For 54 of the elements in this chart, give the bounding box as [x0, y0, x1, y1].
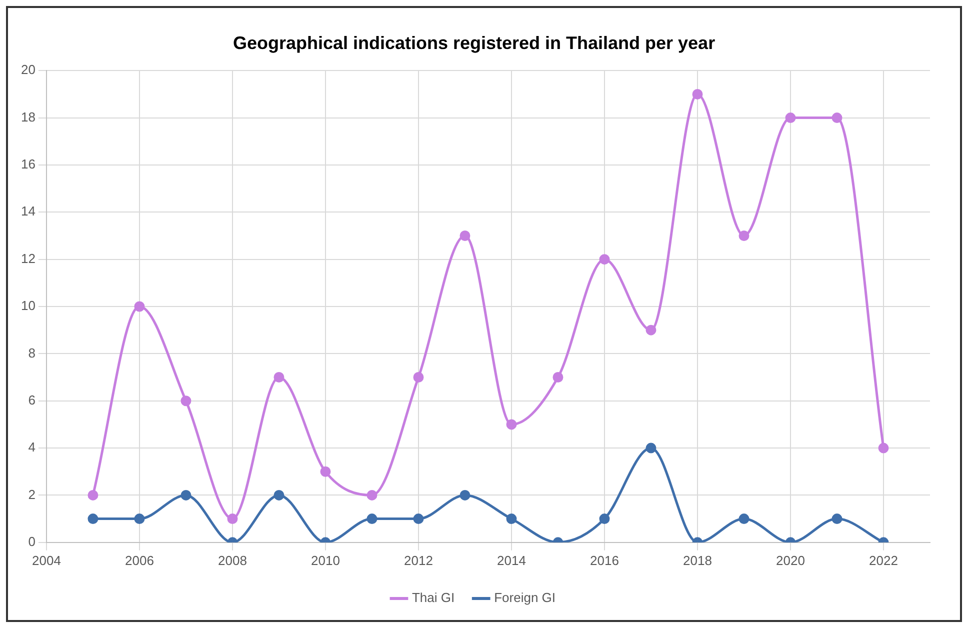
point	[134, 301, 145, 312]
x-tick-label: 2006	[125, 552, 154, 568]
y-tick-label: 8	[28, 345, 36, 360]
point	[552, 372, 564, 383]
point	[646, 442, 656, 454]
point	[506, 419, 517, 430]
point	[274, 372, 284, 383]
point	[646, 324, 656, 336]
point	[599, 254, 610, 265]
point	[692, 88, 703, 100]
point	[878, 442, 889, 454]
legend-label: Thai GI	[412, 590, 455, 606]
point	[738, 514, 750, 524]
point	[460, 490, 470, 500]
y-tick-label: 10	[20, 298, 36, 314]
point	[599, 514, 610, 524]
point	[180, 396, 192, 406]
x-tick-label: 2018	[683, 552, 712, 568]
y-tick-label: 2	[28, 486, 36, 502]
y-tick-label: 6	[28, 392, 36, 408]
chart-title: Geographical indications registered in Thailand per year	[232, 32, 716, 53]
point	[738, 230, 750, 241]
x-tick-label: 2020	[776, 552, 805, 568]
y-tick-label: 14	[20, 204, 36, 219]
point	[413, 372, 424, 383]
legend-label: Foreign GI	[494, 590, 556, 606]
point	[506, 514, 517, 524]
point	[366, 490, 378, 500]
y-tick-label: 12	[20, 250, 36, 266]
point	[366, 514, 378, 524]
y-tick-label: 18	[20, 109, 36, 124]
point	[320, 466, 331, 477]
x-tick-label: 2008	[218, 552, 247, 568]
y-tick-label: 16	[20, 156, 36, 172]
point	[413, 514, 424, 524]
point	[227, 514, 238, 524]
point	[274, 490, 284, 500]
x-tick-label: 2012	[404, 552, 433, 568]
point	[88, 490, 98, 500]
y-tick-label: 4	[28, 440, 36, 455]
x-tick-label: 2004	[32, 552, 61, 568]
y-tick-label: 0	[28, 534, 36, 549]
y-tick-label: 20	[20, 62, 36, 78]
point	[180, 490, 192, 500]
x-tick-label: 2014	[497, 552, 526, 568]
point	[88, 514, 98, 524]
point	[460, 230, 470, 241]
x-tick-label: 2022	[869, 552, 898, 568]
point	[832, 112, 842, 124]
x-tick-label: 2016	[590, 552, 619, 568]
point	[134, 514, 145, 524]
x-tick-label: 2010	[311, 552, 340, 568]
point	[785, 112, 796, 124]
point	[832, 514, 842, 524]
